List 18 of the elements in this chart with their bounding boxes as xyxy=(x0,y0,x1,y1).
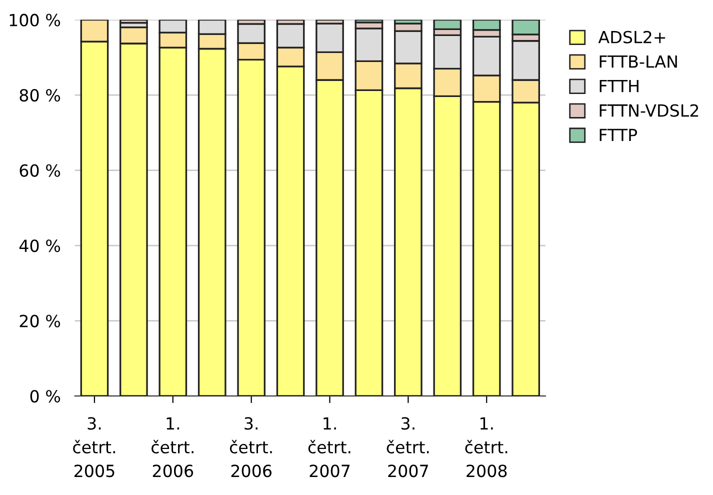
y-tick-label: 0 % xyxy=(30,390,60,403)
legend-label: FTTB-LAN xyxy=(600,56,677,68)
y-tick-label: 20 % xyxy=(20,314,60,328)
x-tick-label: 3. četrt. 2006 xyxy=(230,417,272,478)
y-tick-label: 80 % xyxy=(20,89,60,102)
x-tick-label: 3. četrt. 2005 xyxy=(73,417,115,478)
legend-label: FTTP xyxy=(600,128,638,142)
y-tick-label: 60 % xyxy=(20,164,60,177)
x-tick-label: 3. četrt. 2007 xyxy=(386,417,429,478)
legend-label: FTTH xyxy=(600,80,638,92)
legend-label: FTTN-VDSL2 xyxy=(600,104,698,117)
legend-label: ADSL2+ xyxy=(598,30,666,44)
x-tick-label: 1. četrt. 2006 xyxy=(152,417,194,478)
y-tick-label: 40 % xyxy=(19,239,60,252)
y-tick-label: 100 % xyxy=(10,14,60,26)
x-tick-label: 1. četrt. 2007 xyxy=(308,417,350,478)
bar xyxy=(120,20,148,24)
x-tick-label: 1. četrt. 2008 xyxy=(465,417,508,478)
